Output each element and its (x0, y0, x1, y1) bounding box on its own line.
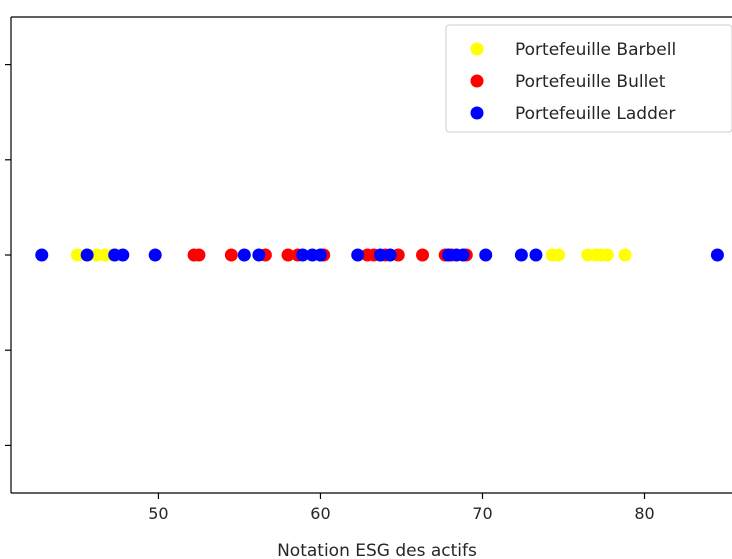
data-point (192, 248, 206, 262)
data-point (148, 248, 162, 262)
legend-label-bullet: Portefeuille Bullet (515, 72, 666, 92)
data-point (80, 248, 94, 262)
data-point (373, 248, 387, 262)
data-point (237, 248, 251, 262)
data-point (529, 248, 543, 262)
data-point (514, 248, 528, 262)
data-point (351, 248, 365, 262)
x-tick-label: 80 (634, 504, 654, 523)
legend-marker-ladder (470, 106, 484, 120)
data-points (35, 248, 724, 262)
y-axis-ticks (5, 63, 11, 446)
data-point (224, 248, 238, 262)
legend-label-ladder: Portefeuille Ladder (515, 104, 675, 124)
data-point (313, 248, 327, 262)
x-axis-ticks: 50 60 70 80 (148, 493, 655, 523)
data-point (296, 248, 310, 262)
data-point (383, 248, 397, 262)
data-point (456, 248, 470, 262)
x-tick-label: 70 (472, 504, 492, 523)
legend-label-barbell: Portefeuille Barbell (515, 40, 676, 60)
data-point (416, 248, 430, 262)
data-point (552, 248, 566, 262)
legend-marker-bullet (470, 74, 484, 88)
data-point (600, 248, 614, 262)
x-tick-label: 50 (148, 504, 168, 523)
data-point (479, 248, 493, 262)
legend-box (445, 24, 732, 133)
data-point (252, 248, 266, 262)
data-point (618, 248, 632, 262)
series-2 (35, 248, 724, 262)
x-tick-label: 60 (310, 504, 330, 523)
data-point (710, 248, 724, 262)
data-point (70, 248, 84, 262)
data-point (281, 248, 295, 262)
data-point (116, 248, 130, 262)
legend-marker-barbell (470, 42, 484, 56)
legend: Portefeuille Barbell Portefeuille Bullet… (445, 24, 732, 133)
x-axis-label: Notation ESG des actifs (277, 541, 477, 559)
data-point (35, 248, 49, 262)
